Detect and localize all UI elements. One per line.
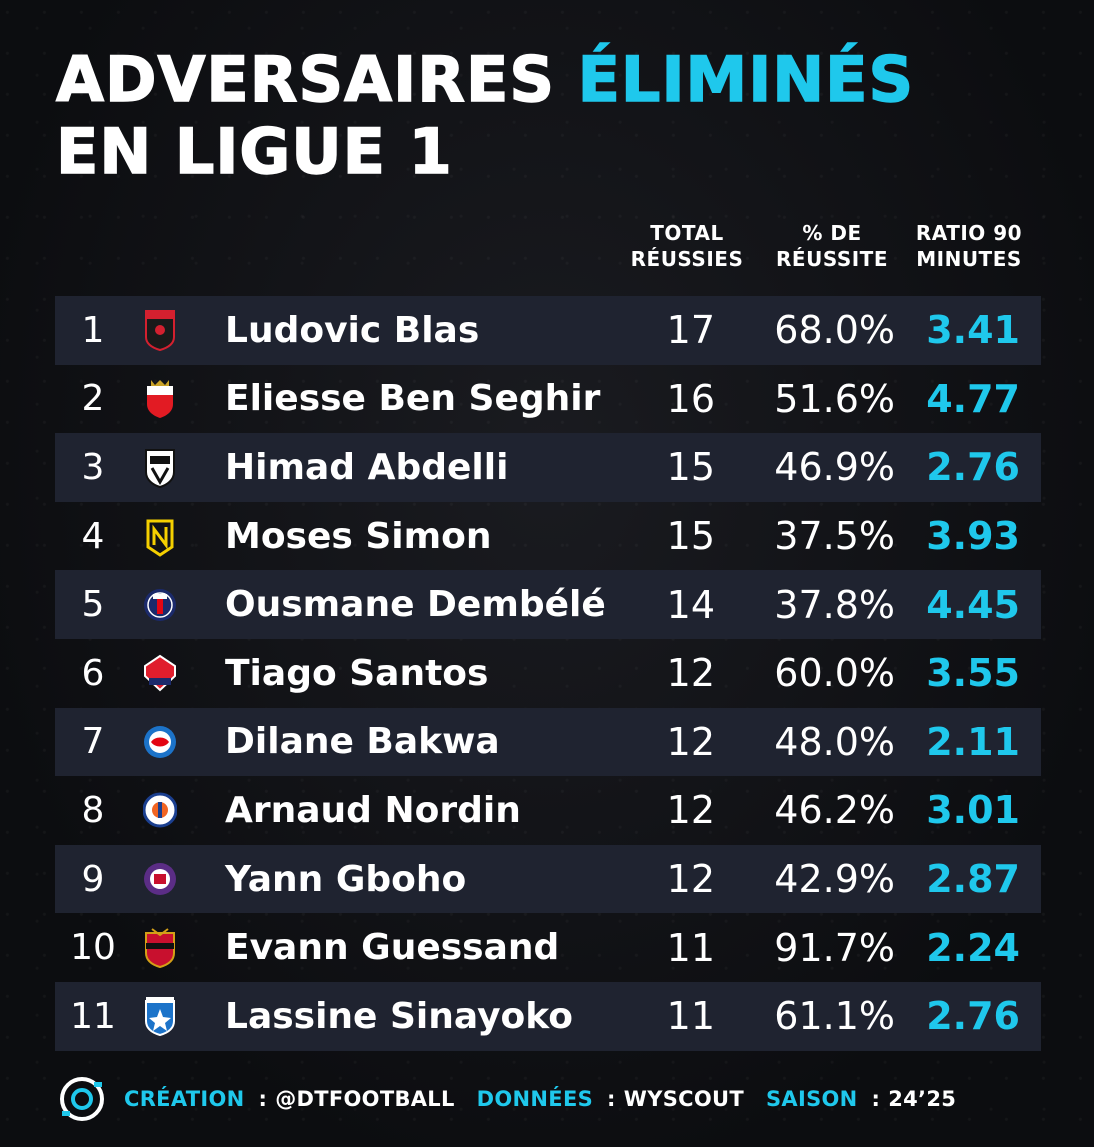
rank: 10 xyxy=(70,927,116,969)
rank: 11 xyxy=(70,995,116,1037)
lille-crest-icon xyxy=(144,655,176,692)
season-separator: : xyxy=(871,1087,881,1111)
total-successes: 12 xyxy=(666,719,715,764)
ratio-90: 4.45 xyxy=(926,582,1020,627)
player-name: Tiago Santos xyxy=(225,652,489,694)
ratio-90: 3.41 xyxy=(926,308,1020,353)
strasbourg-crest-icon xyxy=(144,725,176,758)
column-header-ratio: RATIO 90 MINUTES xyxy=(915,221,1023,271)
success-percentage: 61.1% xyxy=(774,994,895,1039)
nantes-crest-icon xyxy=(146,519,174,557)
ratio-90: 2.87 xyxy=(926,857,1020,902)
table-row: 5 Ousmane Dembélé 14 37.8% 4.45 xyxy=(55,570,1041,639)
ratio-90: 2.76 xyxy=(926,445,1020,490)
rank: 4 xyxy=(81,515,105,557)
total-successes: 14 xyxy=(666,582,715,627)
success-percentage: 46.2% xyxy=(774,788,895,833)
montpellier-crest-icon xyxy=(143,792,177,828)
season-value: 24’25 xyxy=(888,1087,957,1111)
total-successes: 12 xyxy=(666,857,715,902)
ratio-90: 2.11 xyxy=(926,719,1020,764)
table-row: 1 Ludovic Blas 17 68.0% 3.41 xyxy=(55,296,1041,365)
creation-separator: : xyxy=(258,1087,268,1111)
ranking-table: 1 Ludovic Blas 17 68.0% 3.41 2 Eliesse Ben Seg… xyxy=(55,296,1041,1051)
table-row: 11 Lassine Sinayoko 11 61.1% 2.76 xyxy=(55,981,1041,1051)
success-percentage: 91.7% xyxy=(774,925,895,970)
rennes-crest-icon xyxy=(145,310,175,352)
ratio-90: 2.76 xyxy=(926,994,1020,1039)
nice-crest-icon xyxy=(145,927,175,968)
table-row: 8 Arnaud Nordin 12 46.2% 3.01 xyxy=(55,776,1041,845)
total-successes: 17 xyxy=(666,308,715,353)
column-header-pct: % DE RÉUSSITE xyxy=(776,221,888,271)
psg-crest-icon xyxy=(144,588,176,621)
player-name: Yann Gboho xyxy=(225,858,467,900)
dtfootball-logo-icon xyxy=(60,1077,104,1121)
footer-credits: CRÉATION : @DTFOOTBALL DONNÉES : WYSCOUT… xyxy=(58,1074,956,1124)
ratio-90: 2.24 xyxy=(926,925,1020,970)
title-line2: EN LIGUE 1 xyxy=(55,115,453,189)
total-successes: 11 xyxy=(666,925,715,970)
rank: 2 xyxy=(81,378,105,420)
success-percentage: 51.6% xyxy=(774,376,895,421)
ratio-90: 3.55 xyxy=(926,651,1020,696)
total-successes: 11 xyxy=(666,994,715,1039)
rank: 1 xyxy=(81,309,105,351)
rank: 5 xyxy=(81,584,105,626)
rank: 9 xyxy=(81,858,105,900)
ratio-90: 4.77 xyxy=(926,376,1020,421)
player-name: Ludovic Blas xyxy=(225,309,480,351)
player-name: Ousmane Dembélé xyxy=(225,584,606,626)
angers-crest-icon xyxy=(145,449,175,489)
toulouse-crest-icon xyxy=(144,863,176,896)
rank: 3 xyxy=(81,446,105,488)
data-label: DONNÉES xyxy=(476,1087,594,1111)
total-successes: 16 xyxy=(666,376,715,421)
data-value: WYSCOUT xyxy=(623,1087,744,1111)
total-successes: 15 xyxy=(666,445,715,490)
column-header-total: TOTAL RÉUSSIES xyxy=(630,221,744,271)
season-label: SAISON xyxy=(765,1087,858,1111)
page-title: ADVERSAIRES ÉLIMINÉS EN LIGUE 1 xyxy=(55,43,915,189)
data-separator: : xyxy=(607,1087,616,1111)
rank: 8 xyxy=(81,789,105,831)
table-row: 7 Dilane Bakwa 12 48.0% 2.11 xyxy=(55,707,1041,777)
creation-value: @DTFOOTBALL xyxy=(275,1087,455,1111)
total-successes: 12 xyxy=(666,651,715,696)
success-percentage: 48.0% xyxy=(774,719,895,764)
player-name: Himad Abdelli xyxy=(225,446,509,488)
rank: 7 xyxy=(81,721,105,763)
ratio-90: 3.01 xyxy=(926,788,1020,833)
table-row: 6 Tiago Santos 12 60.0% 3.55 xyxy=(55,639,1041,708)
total-successes: 15 xyxy=(666,514,715,559)
player-name: Eliesse Ben Seghir xyxy=(225,378,601,420)
player-name: Moses Simon xyxy=(225,515,492,557)
ratio-90: 3.93 xyxy=(926,514,1020,559)
player-name: Arnaud Nordin xyxy=(225,789,521,831)
creation-label: CRÉATION xyxy=(124,1087,245,1111)
total-successes: 12 xyxy=(666,788,715,833)
table-row: 2 Eliesse Ben Seghir 16 51.6% 4.77 xyxy=(55,365,1041,434)
success-percentage: 46.9% xyxy=(774,445,895,490)
table-row: 10 Evann Guessand 11 91.7% 2.24 xyxy=(55,913,1041,982)
success-percentage: 60.0% xyxy=(774,651,895,696)
success-percentage: 37.5% xyxy=(774,514,895,559)
monaco-crest-icon xyxy=(147,379,173,418)
player-name: Lassine Sinayoko xyxy=(225,995,573,1037)
success-percentage: 42.9% xyxy=(774,857,895,902)
success-percentage: 68.0% xyxy=(774,308,895,353)
title-accent: ÉLIMINÉS xyxy=(577,43,915,117)
rank: 6 xyxy=(81,652,105,694)
table-row: 9 Yann Gboho 12 42.9% 2.87 xyxy=(55,844,1041,914)
table-row: 3 Himad Abdelli 15 46.9% 2.76 xyxy=(55,433,1041,502)
player-name: Dilane Bakwa xyxy=(225,721,500,763)
player-name: Evann Guessand xyxy=(225,927,560,969)
title-line1: ADVERSAIRES xyxy=(55,43,555,117)
table-row: 4 Moses Simon 15 37.5% 3.93 xyxy=(55,502,1041,571)
success-percentage: 37.8% xyxy=(774,582,895,627)
auxerre-crest-icon xyxy=(145,997,175,1037)
